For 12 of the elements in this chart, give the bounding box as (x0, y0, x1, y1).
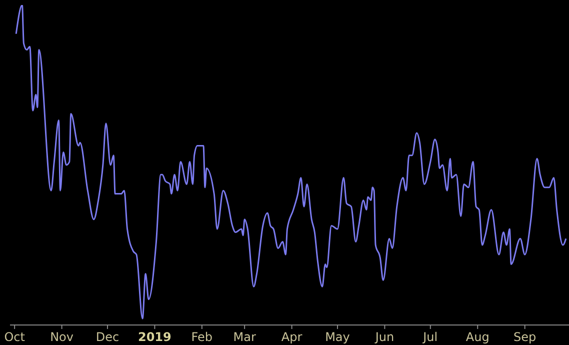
x-tick-label: Dec (96, 330, 120, 344)
x-tick-label: 2019 (138, 330, 172, 344)
x-tick-label: Mar (233, 330, 256, 344)
x-tick-label: Oct (4, 330, 26, 344)
x-tick-label: Jun (374, 330, 394, 344)
x-tick-label: Apr (281, 330, 302, 344)
x-tick-label: Nov (50, 330, 74, 344)
x-tick-label: Sep (514, 330, 536, 344)
x-tick-label: May (325, 330, 350, 344)
x-tick-label: Jul (422, 330, 438, 344)
x-tick-label: Feb (191, 330, 213, 344)
x-tick-label: Aug (466, 330, 490, 344)
